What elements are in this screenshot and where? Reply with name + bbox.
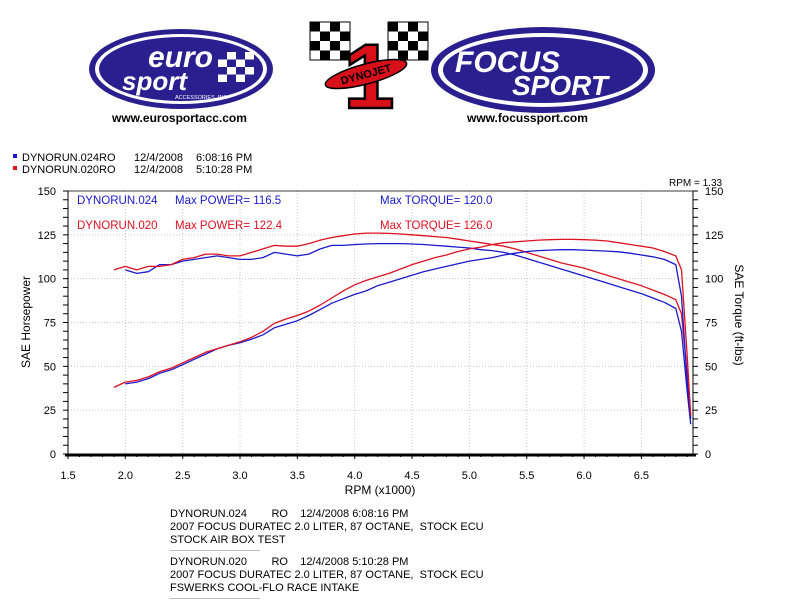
x-tick-label: 6.0 (576, 470, 591, 482)
run-note-1-header: DYNORUN.024 RO 12/4/2008 6:08:16 PM (170, 508, 409, 520)
y-axis-title: SAE Horsepower (19, 276, 33, 368)
eurosport-url: www.eurosportacc.com (111, 111, 247, 125)
dynojet-logo: 1 DYNOJET (309, 21, 429, 129)
y-tick-label: 50 (44, 361, 56, 373)
runs-legend: DYNORUN.024RO 12/4/2008 6:08:16 PM DYNOR… (13, 152, 252, 176)
run-note-1-line2: STOCK AIR BOX TEST (170, 534, 286, 546)
run-note-2-header: DYNORUN.020 RO 12/4/2008 5:10:28 PM (170, 556, 409, 568)
run-note-divider (170, 550, 260, 551)
x-tick-label: 3.0 (232, 470, 247, 482)
series-line-dynorun-020-torque (113, 232, 692, 416)
focussport-word-bottom: SPORT (512, 70, 611, 101)
focussport-word-top: FOCUS (455, 46, 560, 79)
focussport-url: www.focussport.com (466, 111, 588, 125)
checkered-flags-icon (309, 21, 429, 61)
y2-tick-label: 0 (705, 449, 711, 461)
y-tick-label: 150 (38, 186, 56, 198)
annotation-run2-torque: Max TORQUE= 126.0 (380, 220, 492, 232)
annotation-run2-power: Max POWER= 122.4 (175, 220, 283, 232)
eurosport-word-bottom: sport (122, 66, 188, 96)
y2-tick-label: 25 (705, 405, 717, 417)
annotation-run1-torque: Max TORQUE= 120.0 (380, 195, 492, 207)
y2-axis-title: SAE Torque (ft-lbs) (732, 264, 746, 365)
y2-tick-label: 75 (705, 318, 717, 330)
x-tick-label: 2.0 (118, 470, 133, 482)
eurosport-logo: euro sport ACCESSORIES, INC www.eurospor… (89, 29, 273, 125)
run-note-2-line2: FSWERKS COOL-FLO RACE INTAKE (170, 582, 360, 594)
y2-tick-label: 100 (705, 274, 723, 286)
x-axis-title: RPM (x1000) (345, 483, 416, 497)
x-tick-label: 5.0 (462, 470, 477, 482)
chart-series (113, 232, 692, 425)
max-annotations: DYNORUN.024 Max POWER= 116.5 Max TORQUE=… (77, 195, 492, 232)
x-tick-label: 5.5 (519, 470, 534, 482)
y2-tick-label: 50 (705, 361, 717, 373)
annotation-run1-power: Max POWER= 116.5 (175, 195, 281, 207)
legend-run1-name: DYNORUN.024RO (22, 152, 116, 164)
series-line-dynorun-020-power (113, 238, 692, 416)
legend-run1-date: 12/4/2008 (134, 152, 183, 164)
legend-run1-time: 6:08:16 PM (196, 152, 252, 164)
y-tick-label: 75 (44, 318, 56, 330)
plot-frame (65, 190, 696, 457)
x-tick-label: 4.0 (347, 470, 362, 482)
series-line-dynorun-024-torque (125, 242, 692, 425)
rpm-note: RPM = 1.33 (669, 178, 723, 189)
eurosport-tagline: ACCESSORIES, INC (175, 95, 227, 101)
x-tick-label: 1.5 (60, 470, 75, 482)
run-note-1-line1: 2007 FOCUS DURATEC 2.0 LITER, 87 OCTANE,… (170, 521, 484, 533)
checkered-flag-icon (218, 52, 254, 82)
x-tick-label: 2.5 (175, 470, 190, 482)
run-note-2-line1: 2007 FOCUS DURATEC 2.0 LITER, 87 OCTANE,… (170, 569, 484, 581)
annotation-run2-label: DYNORUN.020 (77, 220, 158, 232)
y2-tick-label: 125 (705, 230, 723, 242)
y-tick-label: 125 (38, 230, 56, 242)
y-tick-label: 0 (50, 449, 56, 461)
legend-run2-name: DYNORUN.020RO (22, 164, 116, 176)
y2-tick-label: 150 (705, 186, 723, 198)
focussport-logo: FOCUS SPORT www.focussport.com (431, 27, 655, 125)
run-note-divider-bottom (170, 598, 260, 599)
x-tick-label: 4.5 (404, 470, 419, 482)
legend-swatch-run1 (13, 154, 17, 158)
legend-swatch-run2 (13, 166, 17, 170)
legend-run2-date: 12/4/2008 (134, 164, 183, 176)
legend-run2-time: 5:10:28 PM (196, 164, 252, 176)
x-tick-label: 6.5 (634, 470, 649, 482)
eurosport-word-top: euro (148, 41, 213, 74)
y-tick-label: 100 (38, 274, 56, 286)
annotation-run1-label: DYNORUN.024 (77, 195, 158, 207)
x-tick-label: 3.5 (290, 470, 305, 482)
y-tick-label: 25 (44, 405, 56, 417)
